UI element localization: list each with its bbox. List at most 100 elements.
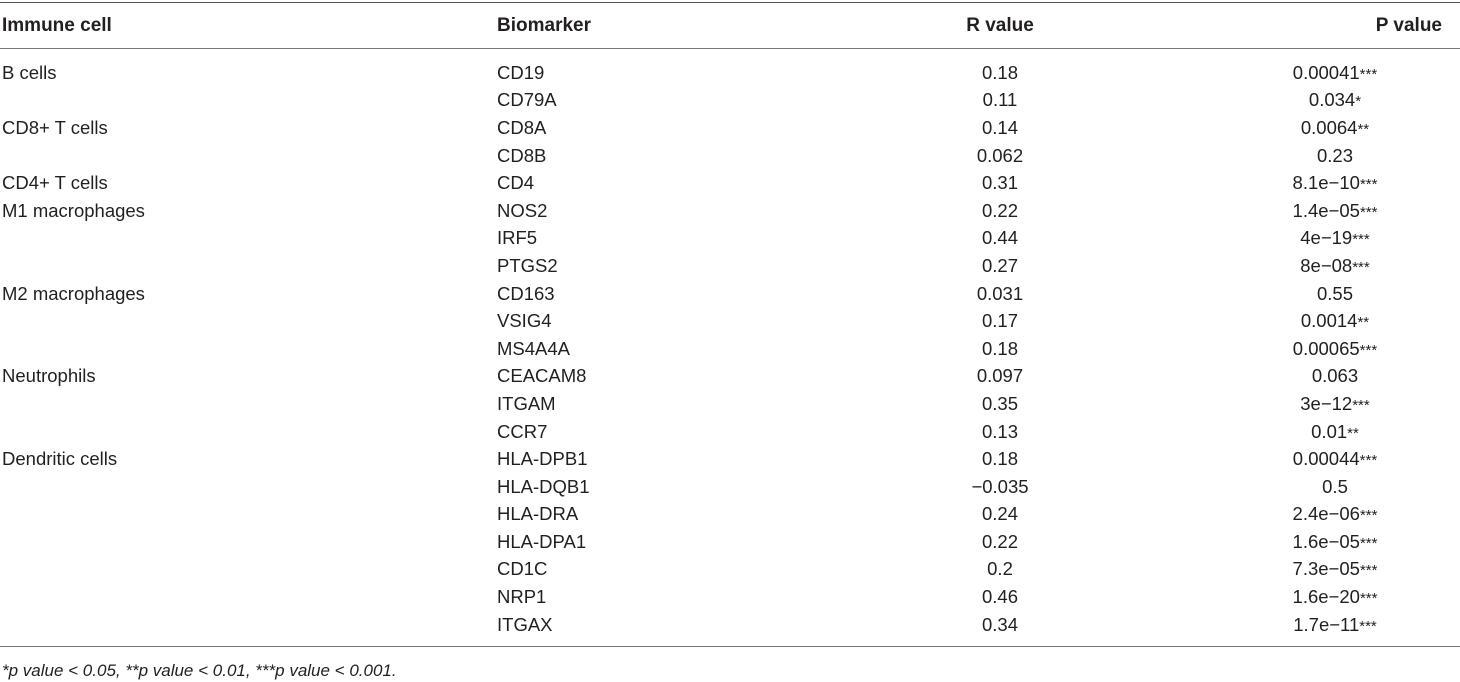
p-value-cell: 0.0064** [1150,117,1460,139]
r-value: 0.34 [981,613,1018,635]
significance-stars: *** [1359,590,1378,608]
significance-stars: *** [1359,452,1378,470]
p-value: 4e−19 [1300,227,1353,249]
r-value: 0.097 [976,365,1024,387]
header-p-value: P value [1375,14,1442,36]
biomarker-name: CEACAM8 [497,365,587,387]
p-value-cell: 4e−19*** [1150,227,1460,249]
table-row: MS4A4A 0.18 0.00065*** [0,335,1460,363]
r-value: 0.13 [981,420,1018,442]
significance-stars: *** [1359,65,1378,83]
p-value-cell: 2.4e−06*** [1150,503,1460,525]
r-value: 0.46 [981,586,1018,608]
biomarker-name: NRP1 [497,586,547,608]
biomarker-name: HLA-DPB1 [497,448,588,470]
table-footnote: *p value < 0.05, **p value < 0.01, ***p … [2,661,397,681]
table-row: M1 macrophages NOS2 0.22 1.4e−05*** [0,197,1460,225]
table-row: CD79A 0.11 0.034* [0,87,1460,115]
immune-cell-name: M2 macrophages [2,282,145,304]
p-value-cell: 8.1e−10*** [1150,172,1460,194]
p-value-cell: 3e−12*** [1150,393,1460,415]
table-row: ITGAX 0.34 1.7e−11*** [0,611,1460,639]
p-value: 0.0014 [1300,310,1358,332]
header-immune-cell: Immune cell [2,14,112,36]
significance-stars: ** [1347,424,1359,442]
r-value: 0.22 [981,199,1018,221]
bottom-rule [0,646,1460,648]
r-value: 0.18 [981,337,1018,359]
table-row: HLA-DRA 0.24 2.4e−06*** [0,501,1460,529]
table-row: CD8+ T cells CD8A 0.14 0.0064** [0,114,1460,142]
significance-stars: *** [1359,617,1377,635]
r-value: 0.14 [981,116,1018,138]
p-value: 1.7e−11 [1293,613,1360,635]
p-value-cell: 0.00065*** [1150,338,1460,360]
significance-stars: *** [1359,507,1378,525]
significance-stars: * [1355,93,1362,111]
p-value: 0.5 [1322,475,1348,497]
biomarker-name: PTGS2 [497,254,558,276]
significance-stars: *** [1359,562,1378,580]
p-value: 0.00041 [1292,61,1360,83]
p-value: 1.4e−05 [1292,199,1360,221]
p-value: 0.00044 [1292,448,1360,470]
header-rule [0,48,1460,49]
p-value: 3e−12 [1300,392,1353,414]
p-value: 0.00065 [1292,337,1360,359]
significance-stars: *** [1359,341,1378,359]
r-value: 0.27 [981,254,1018,276]
header-biomarker: Biomarker [497,14,591,36]
immune-cell-name: Dendritic cells [2,448,118,470]
biomarker-name: CD19 [497,61,545,83]
significance-stars: ** [1357,314,1370,332]
immune-cell-name: CD4+ T cells [2,172,108,194]
top-rule [0,2,1460,3]
table-row: ITGAM 0.35 3e−12*** [0,390,1460,418]
p-value: 0.23 [1316,144,1353,166]
significance-stars: *** [1359,534,1378,552]
p-value: 7.3e−05 [1292,558,1360,580]
header-r-value: R value [966,14,1034,36]
significance-stars: *** [1352,258,1370,276]
immune-cell-name: Neutrophils [2,365,96,387]
table-row: HLA-DPA1 0.22 1.6e−05*** [0,528,1460,556]
biomarker-name: HLA-DQB1 [497,475,590,497]
p-value-cell: 1.6e−05*** [1150,531,1460,553]
r-value: 0.11 [982,89,1018,111]
p-value: 0.034 [1308,89,1356,111]
r-value: 0.22 [981,530,1018,552]
immune-cell-name: M1 macrophages [2,199,145,221]
table-row: IRF5 0.44 4e−19*** [0,225,1460,253]
table-row: PTGS2 0.27 8e−08*** [0,252,1460,280]
biomarker-name: CD8A [497,116,547,138]
p-value: 0.01 [1311,420,1348,442]
p-value-cell: 7.3e−05*** [1150,558,1460,580]
table-row: CCR7 0.13 0.01** [0,418,1460,446]
biomarker-name: CCR7 [497,420,548,442]
table-row: CD4+ T cells CD4 0.31 8.1e−10*** [0,169,1460,197]
table-row: CD1C 0.2 7.3e−05*** [0,556,1460,584]
p-value: 1.6e−20 [1292,586,1360,608]
p-value-cell: 0.0014** [1150,310,1460,332]
significance-stars: *** [1352,396,1370,414]
r-value: 0.35 [981,392,1018,414]
significance-stars: *** [1359,203,1378,221]
r-value: 0.031 [976,282,1024,304]
r-value: 0.2 [987,558,1013,580]
r-value: 0.17 [981,310,1018,332]
table-row: CD8B 0.062 0.23 [0,142,1460,170]
p-value-cell: 0.23 [1150,145,1460,167]
immune-cell-name: B cells [2,61,57,83]
biomarker-name: NOS2 [497,199,548,221]
biomarker-name: VSIG4 [497,310,552,332]
biomarker-name: CD79A [497,89,557,111]
significance-stars: *** [1352,231,1370,249]
r-value: 0.31 [981,172,1018,194]
p-value-cell: 0.00044*** [1150,448,1460,470]
p-value-cell: 0.55 [1150,283,1460,305]
p-value: 0.0064 [1300,116,1358,138]
p-value-cell: 8e−08*** [1150,255,1460,277]
r-value: −0.035 [971,475,1029,497]
biomarker-name: CD8B [497,144,547,166]
